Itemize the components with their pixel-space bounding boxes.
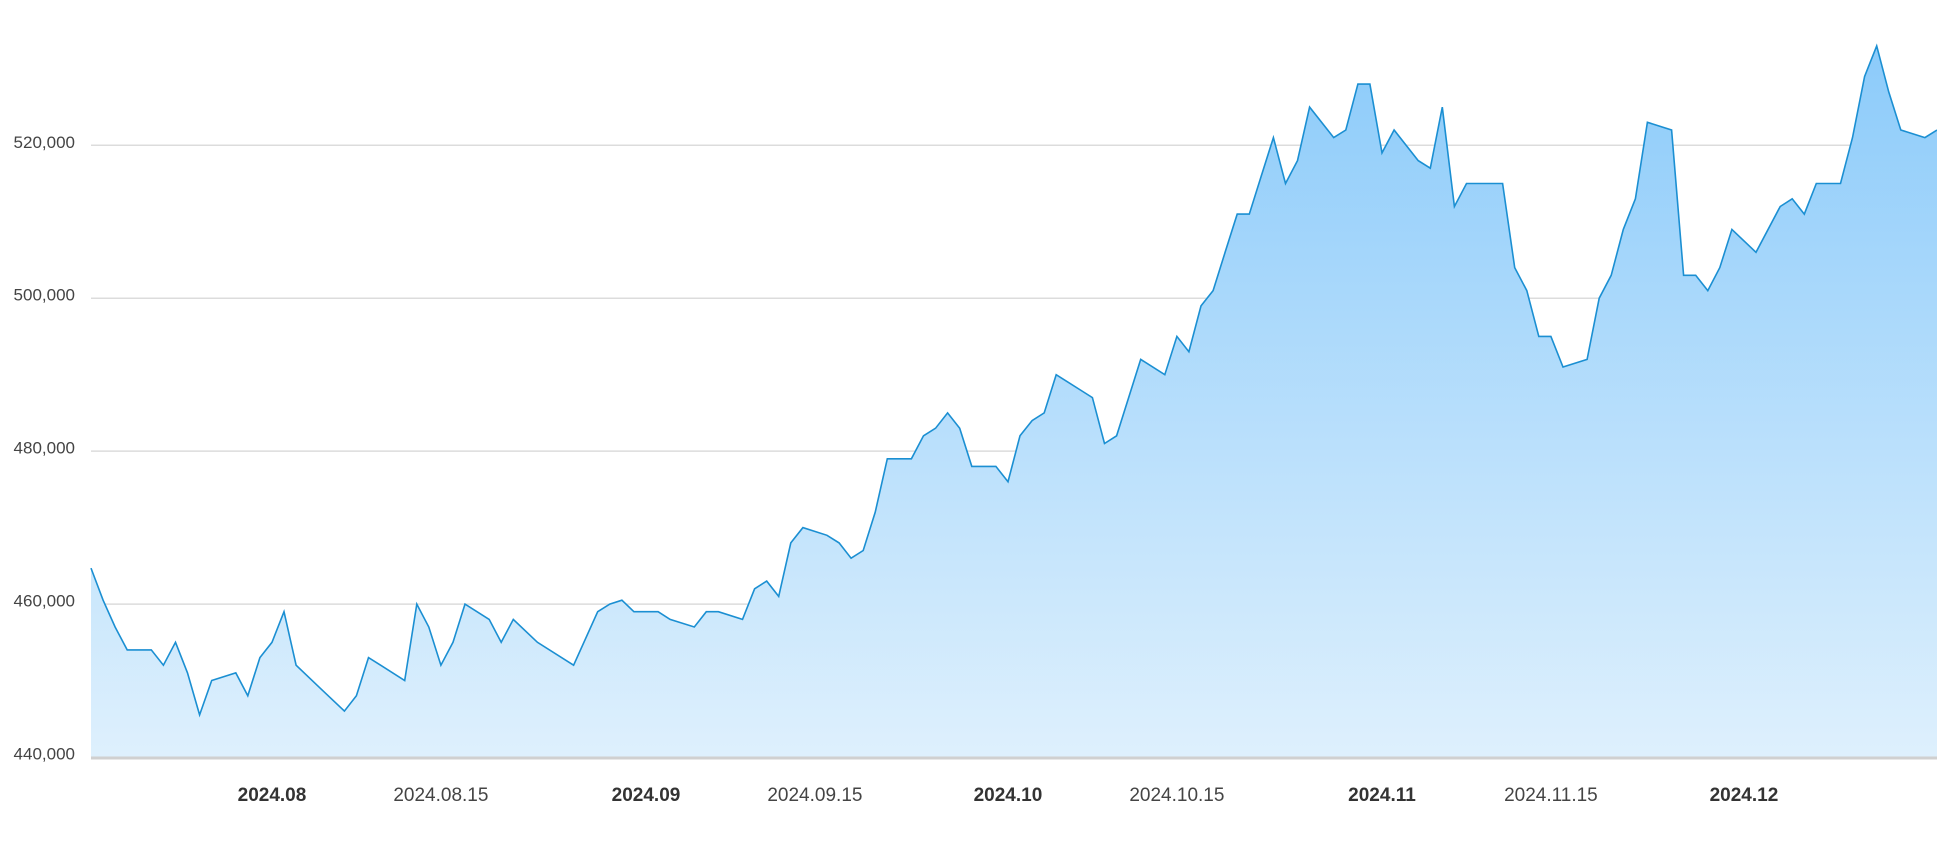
x-tick-label: 2024.12 [1710, 785, 1779, 806]
y-tick-label: 440,000 [14, 744, 75, 763]
x-tick-label: 2024.09.15 [767, 785, 862, 806]
x-tick-label: 2024.11.15 [1504, 785, 1598, 806]
x-tick-label: 2024.10 [974, 785, 1043, 806]
y-tick-label: 500,000 [14, 286, 75, 305]
y-tick-label: 460,000 [14, 592, 75, 611]
x-tick-label: 2024.11 [1348, 785, 1416, 806]
area-fill [91, 45, 1937, 757]
x-tick-label: 2024.09 [612, 785, 681, 806]
x-tick-label: 2024.08.15 [393, 785, 488, 806]
x-tick-label: 2024.08 [238, 785, 307, 806]
area-line [90, 43, 1937, 718]
y-tick-label: 520,000 [14, 133, 75, 152]
y-tick-label: 480,000 [14, 439, 75, 458]
x-tick-label: 2024.10.15 [1129, 785, 1224, 806]
